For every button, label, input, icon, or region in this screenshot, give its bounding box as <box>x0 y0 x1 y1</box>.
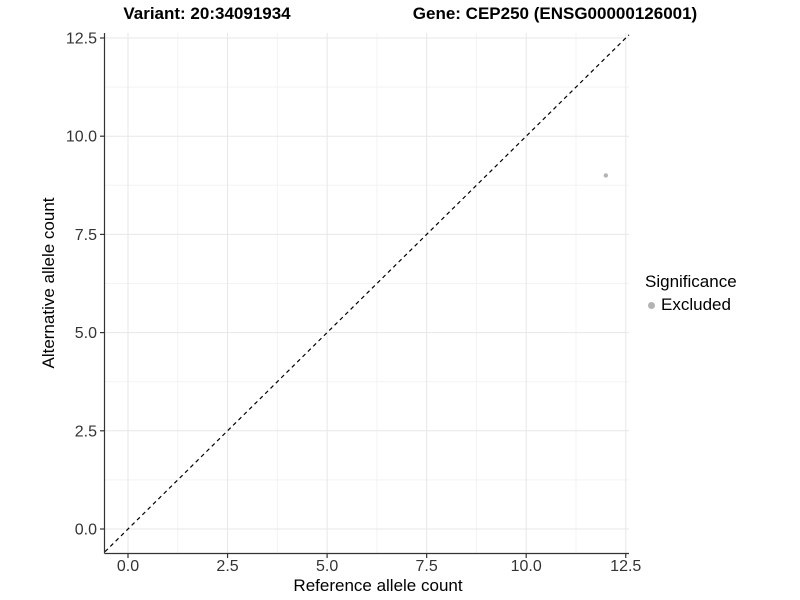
data-point <box>603 173 609 178</box>
identity-line <box>104 34 630 553</box>
x-tick-label: 0.0 <box>117 558 139 575</box>
legend-title: Significance <box>645 272 737 291</box>
x-tick-label: 10.0 <box>511 558 542 575</box>
legend-point-icon <box>648 301 655 309</box>
legend-item: Excluded <box>645 295 737 315</box>
y-tick-label: 5.0 <box>75 325 97 342</box>
y-tick-label: 2.5 <box>75 423 97 440</box>
gene-title: Gene: CEP250 (ENSG00000126001) <box>412 4 698 23</box>
y-tick-label: 10.0 <box>66 129 97 146</box>
x-tick-label: 12.5 <box>610 558 641 575</box>
y-axis-title: Alternative allele count <box>39 197 58 369</box>
x-axis-title: Reference allele count <box>293 576 463 595</box>
y-tick-label: 7.5 <box>75 227 97 244</box>
x-tick-label: 5.0 <box>316 558 338 575</box>
x-tick-label: 7.5 <box>416 558 438 575</box>
y-tick-label: 0.0 <box>75 522 97 539</box>
y-tick-label: 12.5 <box>66 31 97 48</box>
variant-title: Variant: 20:34091934 <box>123 4 291 23</box>
x-tick-label: 2.5 <box>216 558 238 575</box>
legend-item-label: Excluded <box>661 295 731 314</box>
legend: Significance Excluded <box>645 272 737 315</box>
